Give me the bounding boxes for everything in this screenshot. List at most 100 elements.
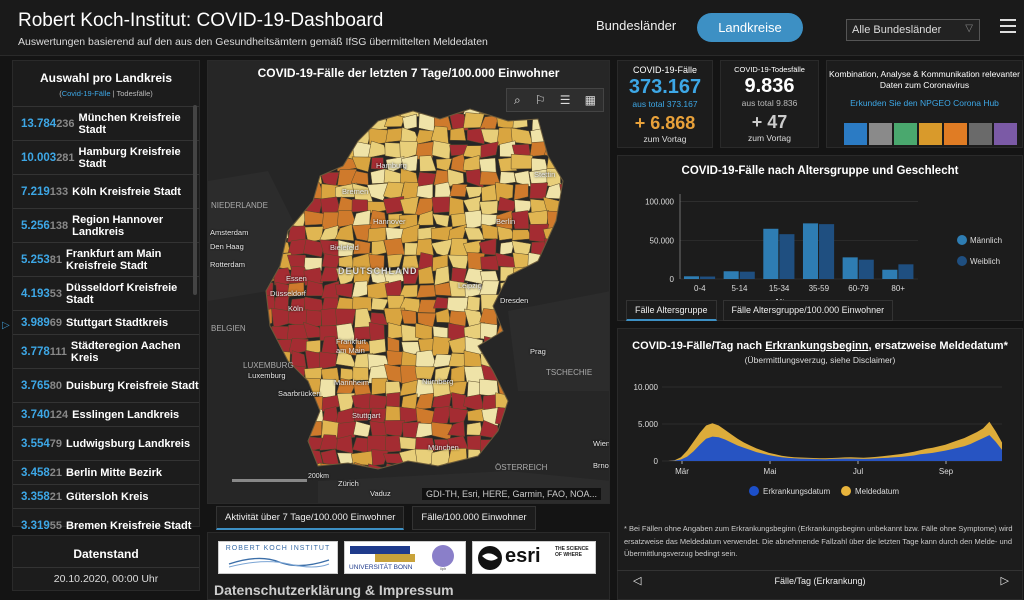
list-item[interactable]: 3.778 111 Städteregion Aachen Kreis <box>13 334 199 368</box>
district-area[interactable] <box>371 377 388 396</box>
list-item[interactable]: 3.358 21 Gütersloh Kreis <box>13 484 199 508</box>
district-area[interactable] <box>383 420 405 437</box>
district-area[interactable] <box>385 127 404 143</box>
district-area[interactable] <box>386 253 403 269</box>
district-area[interactable] <box>335 308 357 326</box>
district-area[interactable] <box>499 240 515 256</box>
germany-map[interactable] <box>208 61 610 504</box>
district-area[interactable] <box>448 197 465 216</box>
district-area[interactable] <box>403 267 421 285</box>
district-area[interactable] <box>318 351 338 370</box>
district-area[interactable] <box>447 420 466 437</box>
district-area[interactable] <box>479 200 499 217</box>
district-area[interactable] <box>353 266 372 285</box>
district-area[interactable] <box>366 435 388 453</box>
district-area[interactable] <box>434 365 451 384</box>
tab-landkreise[interactable]: Landkreise <box>697 13 803 42</box>
district-area[interactable] <box>334 223 355 241</box>
district-area[interactable] <box>414 392 435 410</box>
district-area[interactable] <box>385 156 405 174</box>
district-area[interactable] <box>465 186 485 199</box>
district-area[interactable] <box>419 155 437 172</box>
chevron-left-icon[interactable]: ◁ <box>633 575 642 587</box>
district-area[interactable] <box>415 238 434 256</box>
district-area[interactable] <box>480 141 499 159</box>
district-area[interactable] <box>335 283 354 298</box>
tab-bundeslaender[interactable]: Bundesländer <box>596 18 677 33</box>
district-area[interactable] <box>416 284 436 298</box>
uni-bonn-logo[interactable]: iiph UNIVERSITÄT BONN <box>344 541 466 574</box>
district-area[interactable] <box>303 257 323 272</box>
district-area[interactable] <box>496 210 513 230</box>
district-area[interactable] <box>336 322 356 342</box>
district-area[interactable] <box>414 129 434 145</box>
list-item[interactable]: 5.256 138 Region Hannover Landkreis <box>13 208 199 242</box>
district-area[interactable] <box>370 312 389 326</box>
district-area[interactable] <box>402 113 418 131</box>
list-item[interactable]: 3.458 21 Berlin Mitte Bezirk <box>13 460 199 484</box>
hamburger-menu-icon[interactable] <box>1000 19 1016 35</box>
district-area[interactable] <box>447 168 465 187</box>
search-icon[interactable]: ⌕ <box>514 92 521 107</box>
district-area[interactable] <box>511 210 530 230</box>
district-area[interactable] <box>479 270 499 284</box>
district-area[interactable] <box>351 199 370 213</box>
tab-map-cases-per-100k[interactable]: Fälle/100.000 Einwohner <box>412 506 536 530</box>
district-area[interactable] <box>335 268 357 286</box>
chevron-right-icon[interactable]: ▷ <box>1000 575 1009 587</box>
privacy-heading[interactable]: Datenschutzerklärung & Impressum <box>214 582 454 598</box>
district-area[interactable] <box>497 196 517 212</box>
district-area[interactable] <box>400 155 419 172</box>
district-area[interactable] <box>462 145 484 159</box>
district-area[interactable] <box>449 127 467 141</box>
list-item[interactable]: 3.765 80 Duisburg Kreisfreie Stadt <box>13 368 199 402</box>
district-area[interactable] <box>466 127 485 145</box>
list-toggle-deaths[interactable]: Todesfälle <box>116 89 151 98</box>
district-area[interactable] <box>495 182 514 202</box>
district-area[interactable] <box>480 255 499 271</box>
district-area[interactable] <box>368 338 387 355</box>
district-area[interactable] <box>303 238 326 258</box>
list-item[interactable]: 3.989 69 Stuttgart Stadtkreis <box>13 310 199 334</box>
district-area[interactable] <box>370 168 387 184</box>
district-area[interactable] <box>481 184 498 202</box>
district-area[interactable] <box>337 239 355 257</box>
hub-link[interactable]: Erkunden Sie den NPGEO Corona Hub <box>850 98 999 108</box>
district-area[interactable] <box>499 171 517 185</box>
qr-code-icon[interactable]: ▦ <box>584 93 596 107</box>
epi-chart[interactable]: 0 5.000 10.000 Mär Mai Jul Sep Erkrankungsdatum… <box>618 379 1022 519</box>
district-area[interactable] <box>431 336 451 357</box>
district-area[interactable] <box>414 366 436 380</box>
district-area[interactable] <box>510 153 533 170</box>
district-area[interactable] <box>352 407 372 422</box>
district-area[interactable] <box>286 282 305 297</box>
district-area[interactable] <box>466 295 481 314</box>
expand-side-icon[interactable]: ▷ <box>2 320 10 331</box>
district-area[interactable] <box>417 299 437 314</box>
district-area[interactable] <box>451 392 467 410</box>
district-area[interactable] <box>367 227 387 242</box>
bookmark-icon[interactable]: ⚐ <box>534 93 546 107</box>
hub-icon-strip[interactable] <box>844 123 1017 145</box>
list-item[interactable]: 13.784 236 München Kreisfreie Stadt <box>13 106 199 140</box>
tab-map-activity[interactable]: Aktivität über 7 Tage/100.000 Einwohner <box>216 506 405 530</box>
district-area[interactable] <box>418 265 435 285</box>
district-area[interactable] <box>529 182 549 199</box>
district-area[interactable] <box>290 350 307 370</box>
district-area[interactable] <box>351 156 372 173</box>
district-area[interactable] <box>386 350 404 366</box>
district-area[interactable] <box>431 196 452 214</box>
bundesland-select[interactable]: Alle Bundesländer ▽ <box>846 19 980 41</box>
list-scrollbar[interactable] <box>193 105 197 295</box>
legend-list-icon[interactable]: ☰ <box>559 93 571 107</box>
district-area[interactable] <box>463 227 486 241</box>
district-area[interactable] <box>351 393 372 410</box>
rki-logo[interactable]: ROBERT KOCH INSTITUT <box>218 541 338 574</box>
map-panel[interactable]: COVID-19-Fälle der letzten 7 Tage/100.00… <box>207 60 610 504</box>
list-item[interactable]: 3.319 55 Bremen Kreisfreie Stadt <box>13 508 199 542</box>
district-area[interactable] <box>416 183 434 200</box>
district-area[interactable] <box>385 435 402 453</box>
district-area[interactable] <box>382 196 405 214</box>
esri-logo[interactable]: esri THE SCIENCE OF WHERE <box>472 541 596 574</box>
district-area[interactable] <box>417 210 434 226</box>
